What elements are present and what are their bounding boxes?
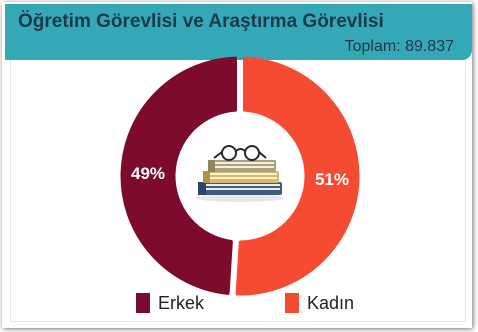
- chart-title: Öğretim Görevlisi ve Araştırma Görevlisi: [18, 11, 384, 32]
- slice-labels: 49% 51%: [131, 164, 349, 189]
- donut-slices: [120, 56, 360, 296]
- donut-slice-erkek: [120, 56, 238, 295]
- legend-swatch-erkek: [136, 293, 150, 313]
- books-with-glasses-icon: [196, 145, 284, 202]
- legend-label-kadin: Kadın: [307, 292, 355, 313]
- slice-label-kadin: 51%: [315, 170, 349, 189]
- total-count: Toplam: 89.837: [344, 38, 454, 55]
- title-banner: Öğretim Görevlisi ve Araştırma Görevlisi…: [5, 4, 472, 60]
- legend-swatch-kadin: [285, 293, 299, 313]
- legend-item-kadin: Kadın: [285, 292, 354, 314]
- slice-label-erkek: 49%: [131, 164, 165, 183]
- donut-slice-kadin: [235, 56, 360, 296]
- legend-item-erkek: Erkek: [136, 292, 204, 314]
- legend-label-erkek: Erkek: [158, 292, 205, 313]
